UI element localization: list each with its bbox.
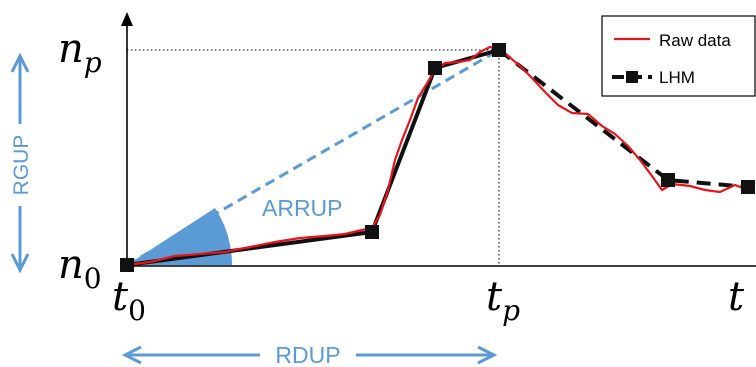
y-axis-arrow-icon [121, 12, 133, 26]
t-p-label: tp [486, 274, 520, 327]
arrup-angle-wedge [127, 208, 232, 265]
lhm-marker [365, 225, 379, 239]
lhm-line-rise [126, 48, 500, 267]
lhm-marker [492, 43, 506, 57]
rgup-label: RGUP [10, 135, 33, 196]
t-label: t [728, 274, 745, 320]
legend: Raw data LHM [601, 15, 756, 97]
n-p-label: np [58, 26, 102, 79]
legend-lhm-label: LHM [659, 68, 695, 87]
lhm-marker [741, 180, 755, 194]
rdup-arrow [121, 345, 498, 365]
legend-raw-label: Raw data [659, 31, 731, 50]
t-0-label: t0 [112, 274, 146, 327]
lhm-line-decay [497, 48, 749, 189]
rdup-label: RDUP [275, 342, 340, 367]
lhm-markers [120, 43, 755, 272]
lhm-marker [661, 173, 675, 187]
n-0-label: n0 [58, 242, 102, 295]
lhm-marker [428, 61, 442, 75]
rgup-arrow [10, 52, 30, 274]
lhm-marker [120, 258, 134, 272]
arrup-label: ARRUP [262, 195, 343, 221]
arrup-dashed-line [126, 48, 500, 267]
raw-data-curve [126, 45, 749, 267]
